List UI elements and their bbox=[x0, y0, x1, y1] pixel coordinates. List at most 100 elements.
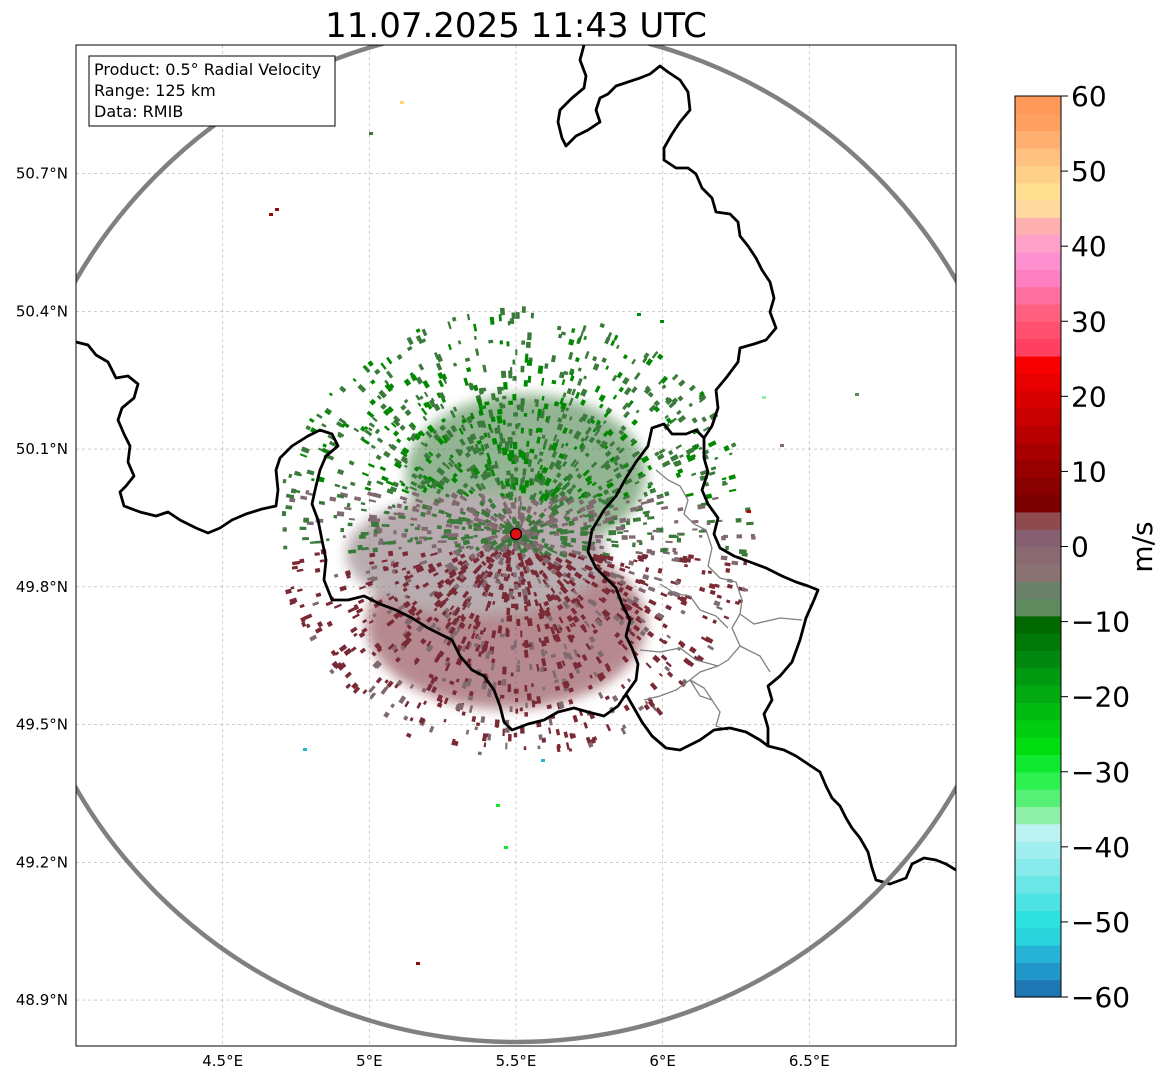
echo-gate bbox=[359, 647, 367, 654]
echo-gate bbox=[489, 539, 498, 548]
echo-gate bbox=[429, 622, 436, 629]
echo-gate bbox=[457, 560, 463, 566]
echo-gate bbox=[452, 690, 457, 696]
echo-gate bbox=[558, 452, 565, 460]
echo-gate bbox=[543, 550, 552, 558]
echo-gate bbox=[528, 519, 536, 527]
echo-gate bbox=[600, 462, 608, 469]
echo-gate bbox=[353, 632, 358, 637]
echo-gate bbox=[585, 736, 592, 744]
echo-gate bbox=[334, 483, 341, 488]
colorbar-segment bbox=[1015, 598, 1061, 617]
echo-gate bbox=[580, 614, 587, 621]
echo-gate bbox=[415, 328, 421, 334]
y-tick-label: 49.5°N bbox=[16, 716, 68, 734]
echo-gate bbox=[585, 642, 592, 651]
echo-gate bbox=[693, 655, 701, 662]
echo-gate bbox=[308, 492, 314, 496]
echo-gate bbox=[562, 427, 568, 435]
echo-gate bbox=[618, 429, 625, 436]
echo-gate bbox=[526, 586, 532, 596]
echo-gate bbox=[550, 517, 559, 525]
echo-gate bbox=[538, 512, 546, 519]
echo-gate bbox=[518, 496, 522, 502]
echo-gate bbox=[475, 722, 481, 727]
echo-gate bbox=[615, 446, 621, 452]
echo-gate bbox=[391, 644, 398, 651]
echo-gate bbox=[352, 613, 360, 620]
echo-gate bbox=[623, 478, 633, 485]
colorbar-segment bbox=[1015, 858, 1061, 877]
echo-gate bbox=[523, 746, 527, 751]
colorbar-segment bbox=[1015, 303, 1061, 322]
echo-gate bbox=[644, 385, 650, 391]
colorbar-segment bbox=[1015, 737, 1061, 756]
echo-gate bbox=[283, 545, 288, 550]
echo-gate bbox=[422, 415, 428, 422]
echo-gate bbox=[413, 466, 420, 472]
echo-gate bbox=[525, 505, 533, 514]
echo-gate bbox=[694, 557, 701, 562]
echo-gate bbox=[406, 624, 412, 630]
echo-gate bbox=[524, 711, 529, 717]
echo-gate bbox=[459, 573, 466, 580]
echo-gate bbox=[433, 676, 439, 682]
echo-gate bbox=[465, 545, 471, 549]
echo-gate bbox=[423, 477, 429, 482]
echo-gate bbox=[459, 507, 464, 513]
echo-gate bbox=[667, 591, 674, 597]
echo-gate bbox=[728, 474, 736, 481]
echo-gate bbox=[699, 535, 703, 538]
echo-gate bbox=[534, 399, 539, 403]
echo-gate bbox=[494, 397, 500, 402]
echo-gate bbox=[483, 432, 488, 438]
echo-gate bbox=[553, 560, 560, 567]
echo-gate bbox=[370, 444, 376, 450]
echo-gate bbox=[599, 442, 606, 449]
echo-gate bbox=[647, 464, 653, 471]
echo-gate bbox=[362, 689, 368, 695]
echo-gate bbox=[550, 653, 557, 659]
echo-gate bbox=[314, 567, 321, 573]
echo-gate bbox=[487, 570, 494, 578]
echo-gate bbox=[683, 657, 692, 666]
echo-gate bbox=[486, 432, 491, 439]
echo-gate bbox=[479, 435, 485, 441]
echo-gate bbox=[714, 456, 719, 461]
echo-gate bbox=[437, 547, 443, 554]
echo-gate bbox=[402, 500, 407, 504]
echo-gate bbox=[569, 375, 575, 382]
colorbar-tick-label: 20 bbox=[1071, 380, 1107, 413]
echo-gate bbox=[322, 443, 328, 448]
echo-gate bbox=[425, 644, 434, 653]
echo-gate bbox=[374, 368, 381, 375]
x-tick-label: 5°E bbox=[356, 1052, 383, 1070]
echo-gate bbox=[601, 588, 610, 596]
echo-gate bbox=[639, 617, 646, 624]
echo-gate bbox=[580, 446, 586, 453]
echo-gate bbox=[352, 686, 361, 694]
echo-gate bbox=[618, 386, 625, 393]
echo-gate bbox=[448, 569, 457, 577]
echo-gate bbox=[461, 418, 468, 424]
echo-gate bbox=[644, 700, 649, 705]
echo-gate bbox=[452, 362, 458, 367]
echo-gate bbox=[580, 554, 588, 559]
echo-gate bbox=[428, 590, 437, 598]
echo-gate bbox=[502, 594, 508, 599]
echo-gate bbox=[436, 579, 445, 586]
echo-gate bbox=[490, 416, 496, 423]
echo-gate bbox=[551, 379, 557, 385]
echo-gate bbox=[309, 634, 318, 642]
echo-gate bbox=[457, 488, 465, 496]
echo-gate bbox=[601, 578, 608, 584]
echo-gate bbox=[510, 476, 516, 483]
echo-gate bbox=[554, 570, 564, 579]
echo-gate bbox=[376, 437, 384, 444]
echo-gate bbox=[625, 597, 634, 605]
echo-gate bbox=[555, 556, 563, 564]
echo-gate bbox=[421, 328, 428, 337]
echo-gate bbox=[472, 625, 479, 630]
